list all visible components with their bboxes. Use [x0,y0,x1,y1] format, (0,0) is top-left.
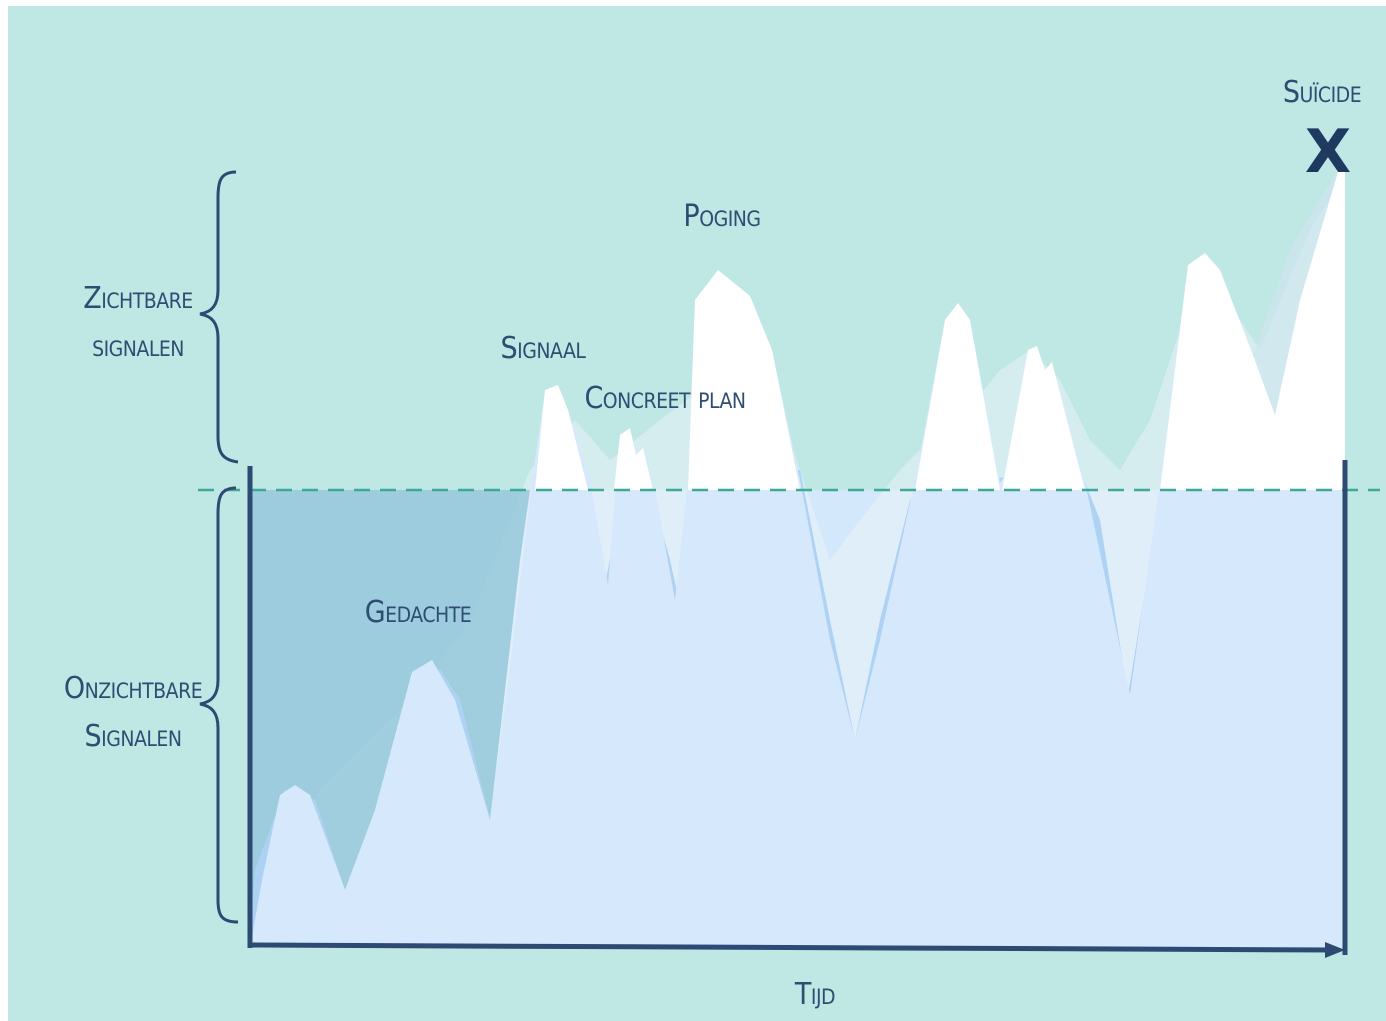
label-gedachte: Gedachte [365,595,471,630]
x-axis [247,942,1337,953]
peak-shade [1253,165,1340,415]
brace-invisible [199,486,239,924]
mountains-shadow [250,490,530,948]
label-zichtbare: Zichtbare [83,281,192,316]
suicide-x-marker: X [1305,117,1351,187]
label-onzichtbare-signalen: Signalen [85,719,182,754]
label-concreet-plan: Concreet plan [584,381,745,416]
label-zichtbare-signalen: signalen [92,329,184,364]
label-onzichtbare: Onzichtbare [64,671,202,706]
label-poging: Poging [683,199,760,234]
label-signaal: Signaal [501,331,587,366]
brace-visible [199,170,239,464]
mountains-front [250,165,1345,948]
ice-tips [535,165,1345,490]
label-tijd: Tijd [794,977,835,1012]
label-suicide: Suïcide [1283,75,1361,110]
x-axis-arrow-head [1325,942,1345,958]
